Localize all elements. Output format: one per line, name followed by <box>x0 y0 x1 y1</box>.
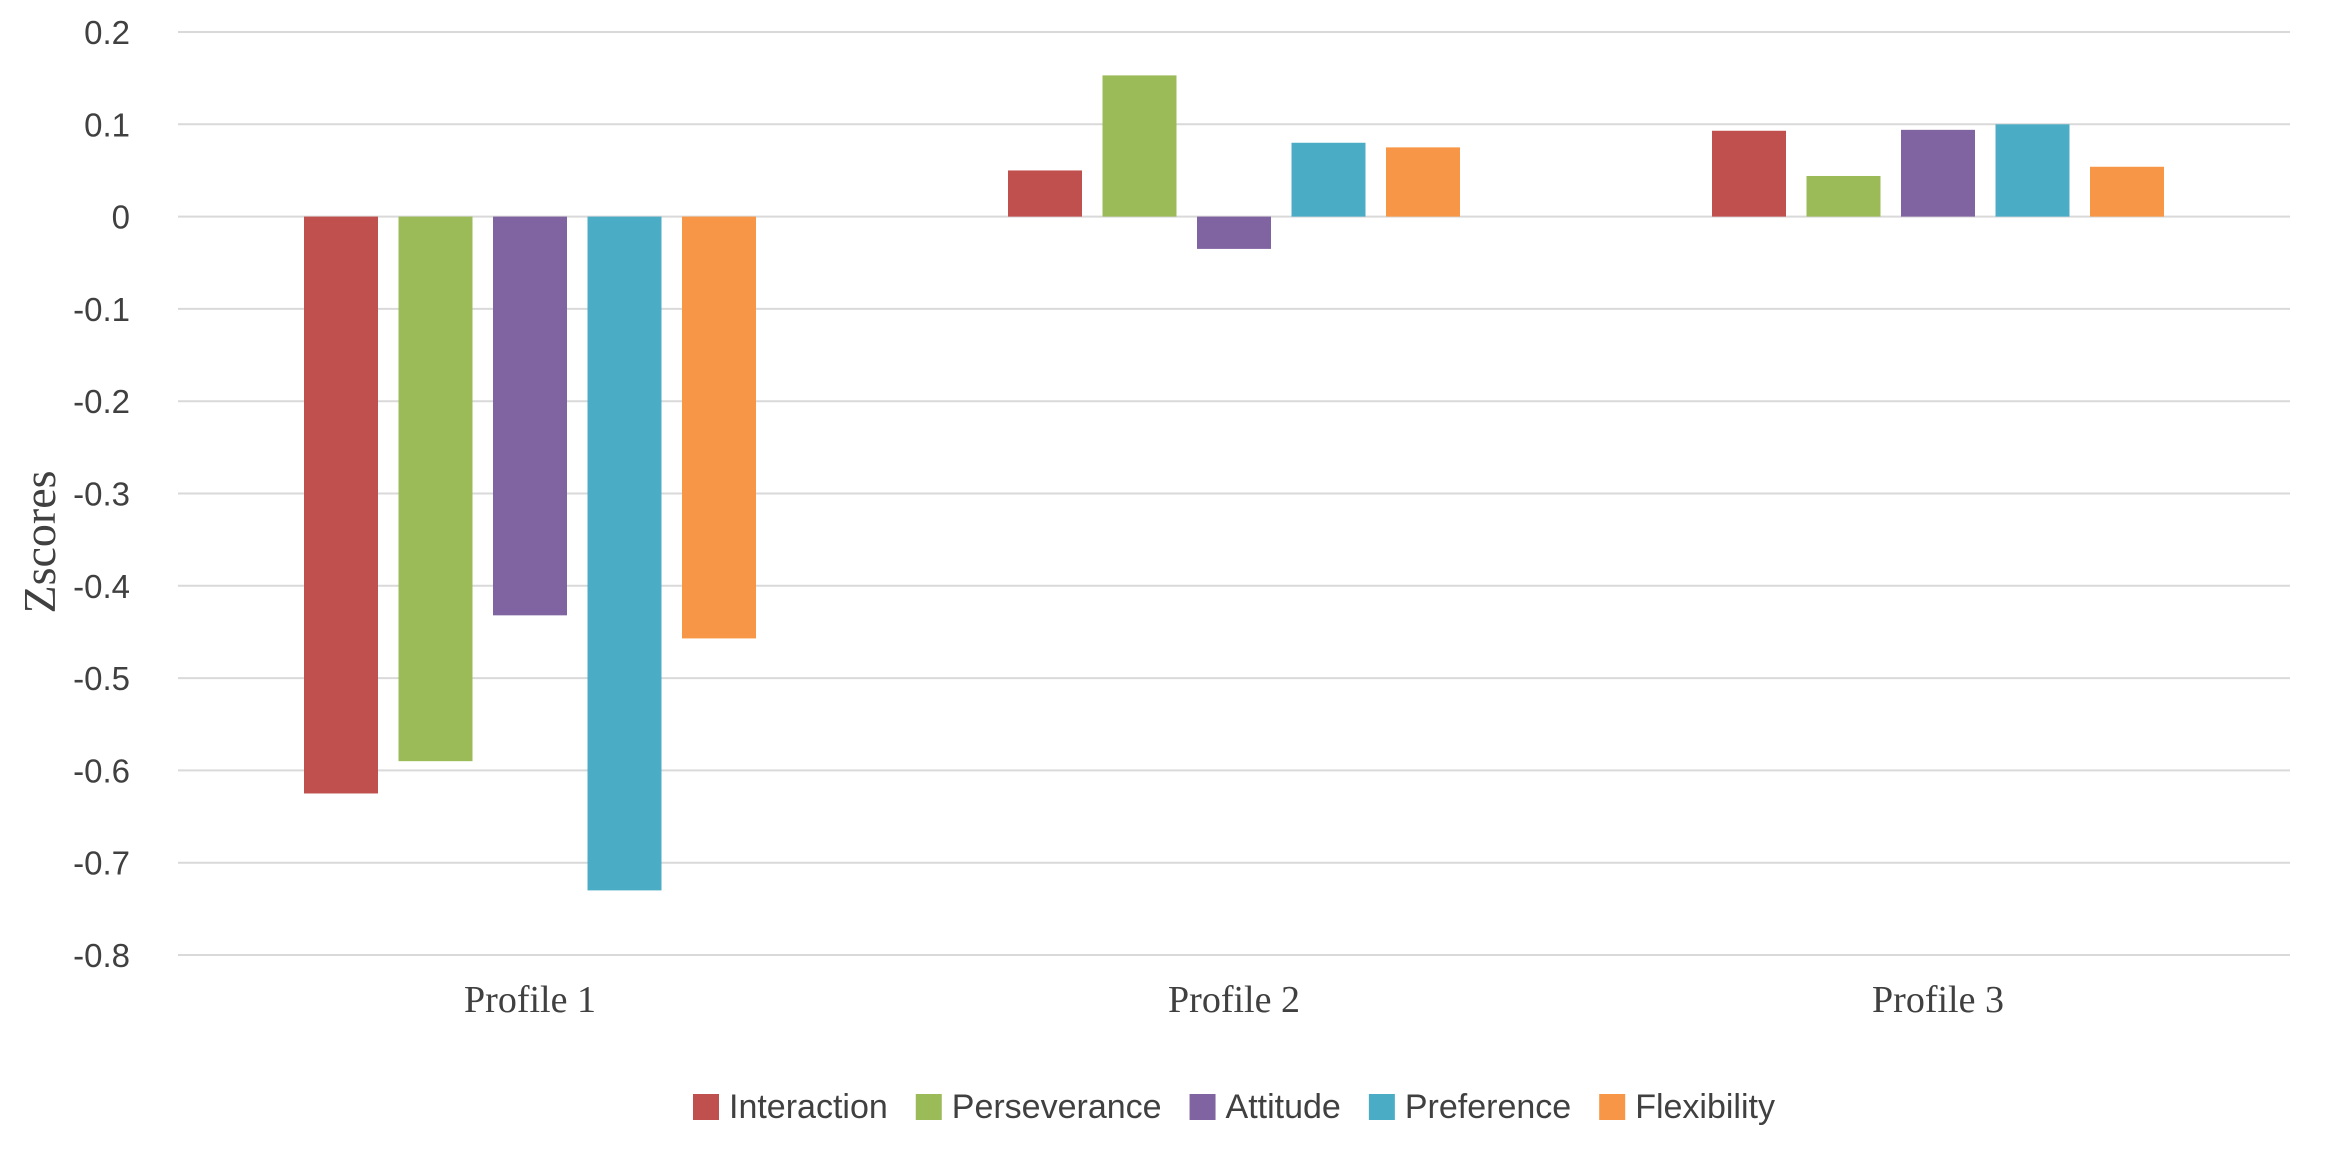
legend-label: Interaction <box>729 1088 888 1126</box>
y-tick-label: -0.1 <box>73 291 130 328</box>
bar-perseverance-profile-1 <box>398 216 473 762</box>
legend-swatch <box>693 1094 719 1120</box>
x-category-labels: Profile 1 Profile 2 Profile 3 <box>464 979 2004 1021</box>
x-category-label: Profile 3 <box>1872 979 2004 1021</box>
y-tick-label: -0.2 <box>73 383 130 420</box>
bar-preference-profile-2 <box>1291 142 1366 217</box>
legend-item: Attitude <box>1189 1088 1341 1126</box>
legend-swatch <box>1189 1094 1216 1120</box>
bar-attitude-profile-2 <box>1197 216 1271 249</box>
bar-attitude-profile-3 <box>1901 129 1975 217</box>
legend-label: Perseverance <box>952 1088 1162 1126</box>
bar-flexibility-profile-1 <box>682 216 756 639</box>
y-tick-label: -0.6 <box>73 752 130 789</box>
x-category-label: Profile 1 <box>464 979 596 1021</box>
bars <box>304 75 2164 891</box>
legend-item: Preference <box>1368 1088 1571 1126</box>
y-tick-label: -0.5 <box>73 660 130 697</box>
bar-perseverance-profile-2 <box>1102 75 1177 217</box>
y-tick-label: -0.4 <box>73 568 130 605</box>
legend-label: Attitude <box>1226 1088 1341 1126</box>
legend-item: Interaction <box>693 1088 888 1126</box>
bar-flexibility-profile-3 <box>2090 166 2164 217</box>
legend: Interaction Perseverance Attitude Preferenc… <box>693 1088 1775 1126</box>
bar-flexibility-profile-2 <box>1386 147 1460 217</box>
bar-interaction-profile-2 <box>1008 170 1082 217</box>
legend-swatch <box>1368 1094 1395 1120</box>
bar-attitude-profile-1 <box>493 216 567 616</box>
y-tick-label: 0.2 <box>84 14 130 51</box>
y-tick-label: -0.3 <box>73 476 130 513</box>
y-tick-label: -0.7 <box>73 845 130 882</box>
y-tick-labels: 0.2 0.1 0 -0.1 -0.2 -0.3 -0.4 -0.5 -0.6 -0.7 -0.8 <box>73 14 130 974</box>
legend-label: Flexibility <box>1635 1088 1775 1126</box>
legend-label: Preference <box>1405 1088 1571 1126</box>
bar-preference-profile-1 <box>587 216 662 891</box>
legend-swatch <box>915 1094 942 1120</box>
bar-interaction-profile-3 <box>1712 130 1786 217</box>
legend-item: Flexibility <box>1599 1088 1775 1126</box>
y-axis-title: Zscores <box>14 470 65 613</box>
x-category-label: Profile 2 <box>1168 979 1300 1021</box>
bar-preference-profile-3 <box>1995 124 2070 217</box>
y-tick-label: 0 <box>112 199 130 236</box>
bar-interaction-profile-1 <box>304 216 378 794</box>
bar-perseverance-profile-3 <box>1806 175 1881 217</box>
y-tick-label: 0.1 <box>84 106 130 143</box>
legend-item: Perseverance <box>915 1088 1162 1126</box>
legend-swatch <box>1599 1094 1626 1120</box>
y-tick-label: -0.8 <box>73 937 130 974</box>
